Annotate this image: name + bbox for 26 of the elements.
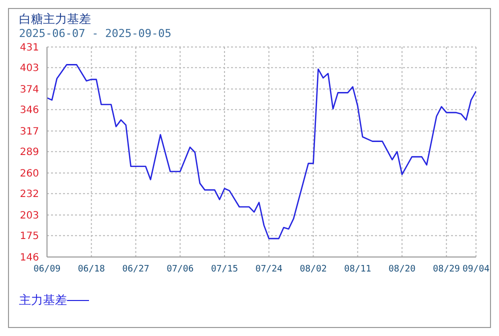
y-tick-label: 232: [20, 189, 39, 200]
x-tick-label: 08/20: [388, 264, 416, 274]
x-tick-label: 07/06: [166, 264, 194, 274]
y-tick-label: 289: [20, 147, 39, 158]
y-tick-label: 374: [20, 84, 39, 96]
y-tick-label: 346: [20, 105, 39, 116]
x-tick-label: 07/24: [255, 264, 282, 274]
x-tick-label: 08/02: [300, 264, 327, 274]
y-tick-label: 203: [20, 210, 39, 222]
y-tick-label: 260: [20, 168, 39, 180]
y-tick-label: 317: [20, 126, 39, 138]
y-tick-label: 175: [20, 231, 39, 242]
y-tick-label: 403: [20, 63, 39, 74]
x-tick-label: 09/04: [462, 264, 490, 274]
y-tick-label: 431: [20, 42, 39, 54]
chart-subtitle: 2025-06-07 - 2025-09-05: [19, 27, 172, 40]
x-tick-label: 07/15: [210, 264, 238, 274]
line-series: [47, 64, 476, 240]
x-tick-label: 06/27: [122, 264, 150, 274]
y-tick-label: 146: [20, 252, 39, 264]
x-tick-label: 06/18: [78, 264, 105, 274]
x-tick-label: 08/11: [344, 264, 372, 274]
legend-label: 主力基差: [19, 293, 68, 307]
x-tick-label: 06/09: [33, 264, 61, 274]
x-tick-label: 08/29: [432, 264, 460, 274]
chart-title: 白糖主力基差: [19, 11, 91, 28]
